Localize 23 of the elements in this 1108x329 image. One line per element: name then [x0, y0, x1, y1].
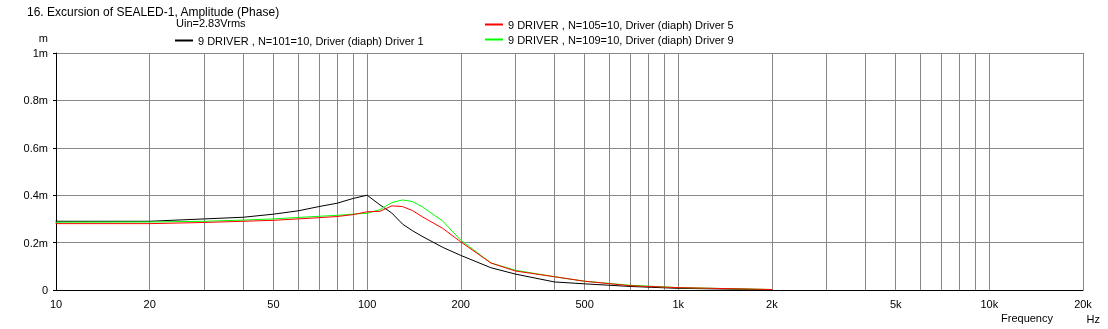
y-axis-title: m: [38, 31, 48, 44]
legend-label: 9 DRIVER , N=101=10, Driver (diaph) Driver 1: [198, 34, 424, 47]
y-tick-label: 0.2m: [23, 236, 48, 249]
y-tick-label: 0: [41, 284, 48, 296]
x-tick-label: 10: [49, 297, 63, 310]
x-tick-label: 50: [267, 297, 280, 310]
x-tick-label: 5k: [889, 297, 902, 310]
y-tick-label: 1m: [32, 47, 48, 59]
x-axis-title: Frequency: [1001, 311, 1054, 324]
x-tick-label: 500: [575, 297, 594, 310]
y-tick-label: 0.6m: [23, 141, 48, 154]
x-tick-label: 2k: [766, 297, 779, 310]
x-tick-label: 20: [143, 297, 156, 310]
legend-label: 9 DRIVER , N=109=10, Driver (diaph) Driver 9: [508, 33, 734, 46]
y-tick-label: 0.8m: [23, 94, 48, 107]
x-tick-label: 100: [357, 297, 377, 310]
y-tick-label: 0.4m: [23, 189, 48, 202]
x-tick-label: 200: [451, 297, 470, 310]
text: Hz: [1086, 312, 1101, 325]
legend-label: 9 DRIVER , N=105=10, Driver (diaph) Driver 5: [508, 18, 734, 31]
x-tick-label: 10k: [980, 297, 999, 310]
x-tick-label: 1k: [672, 297, 685, 310]
x-tick-label: 20k: [1074, 297, 1093, 310]
